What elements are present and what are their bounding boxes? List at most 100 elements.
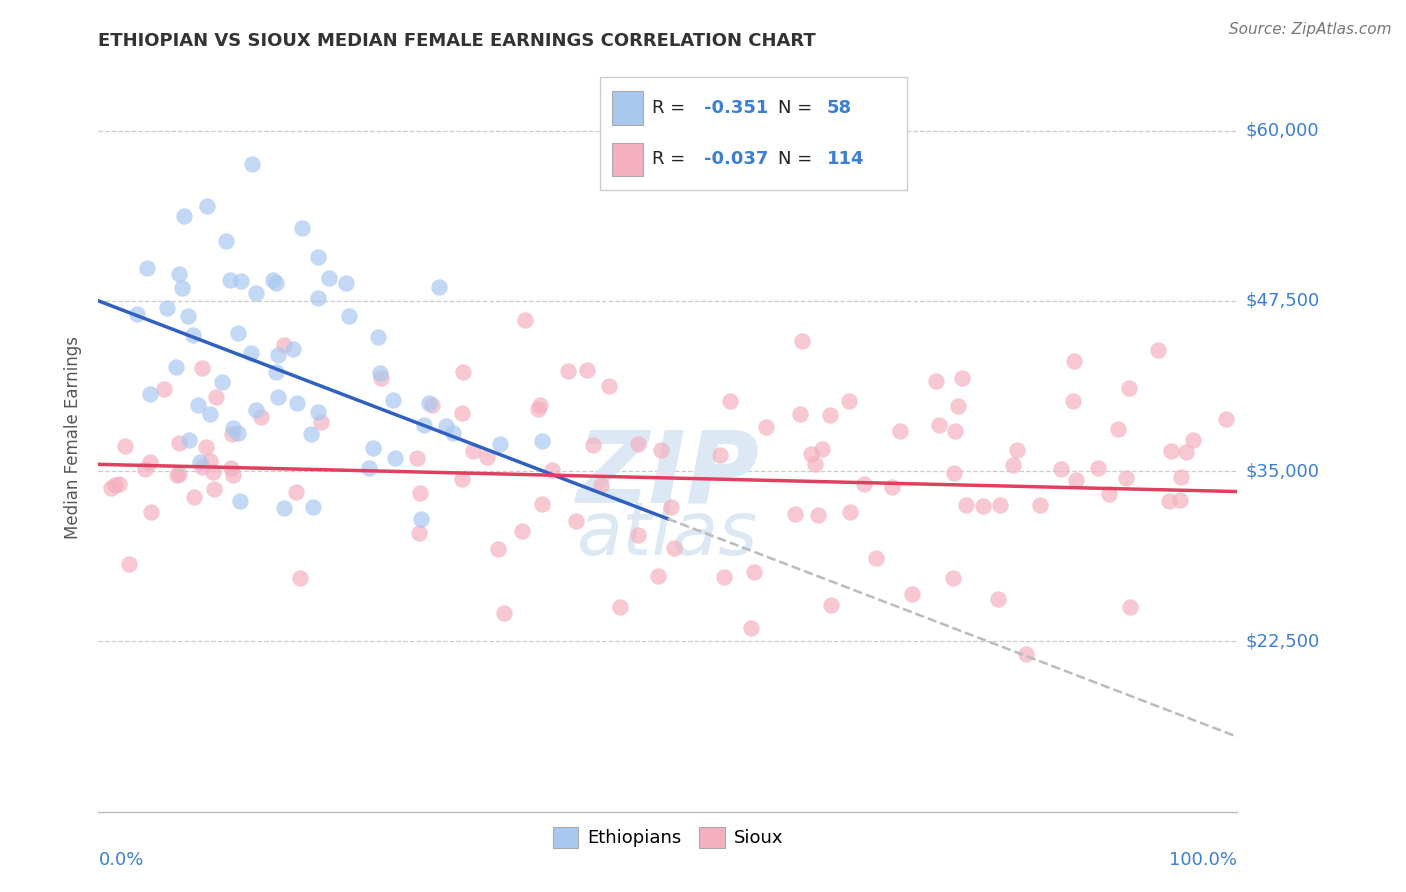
Point [229,494,252,508]
Point [942,467,965,481]
Point [169,436,191,450]
Point [250,410,273,425]
Point [307,292,329,306]
Point [290,571,312,585]
Point [222,467,245,482]
Point [541,463,564,477]
Point [1118,599,1140,614]
Point [451,365,474,379]
Point [245,286,267,301]
Point [202,482,225,496]
Point [530,434,553,449]
Point [924,374,946,388]
Text: ETHIOPIAN VS SIOUX MEDIAN FEMALE EARNINGS CORRELATION CHART: ETHIOPIAN VS SIOUX MEDIAN FEMALE EARNING… [98,32,815,50]
Point [889,424,911,438]
Point [291,221,314,235]
Point [1159,493,1181,508]
Point [273,338,295,352]
Point [627,436,650,450]
Point [357,460,380,475]
Point [198,454,221,468]
Point [510,524,533,538]
Point [370,371,392,385]
Point [461,443,484,458]
Point [266,277,288,291]
Point [1098,486,1121,500]
Point [450,472,472,486]
Point [307,250,329,264]
Point [1002,458,1025,472]
Point [987,592,1010,607]
Point [1064,473,1087,487]
Point [240,345,263,359]
Point [408,526,430,541]
Point [1182,433,1205,447]
Point [800,447,823,461]
Point [422,399,444,413]
Point [166,468,188,483]
Point [172,281,194,295]
Point [486,541,509,556]
Point [783,507,806,521]
Point [803,457,825,471]
Point [661,500,683,515]
Text: atlas: atlas [576,499,759,571]
Point [266,348,288,362]
Point [820,598,842,612]
Point [191,460,214,475]
Point [810,442,832,457]
Point [880,480,903,494]
Point [740,621,762,635]
Point [273,501,295,516]
Point [100,481,122,495]
Point [219,460,242,475]
Point [988,498,1011,512]
Point [565,514,588,528]
Point [266,390,288,404]
Point [165,359,187,374]
Point [807,508,830,522]
Text: 0.0%: 0.0% [98,851,143,869]
Point [650,443,672,458]
Point [609,600,631,615]
Point [229,274,252,288]
Point [434,419,457,434]
Point [194,440,217,454]
Point [153,383,176,397]
Point [1170,469,1192,483]
Point [418,395,440,409]
Point [381,393,404,408]
Point [1107,422,1129,436]
Point [709,448,731,462]
Point [134,461,156,475]
Point [179,433,201,447]
Point [226,326,249,341]
Point [853,476,876,491]
Point [901,586,924,600]
Point [662,541,685,555]
Point [191,361,214,376]
Point [245,403,267,417]
Point [865,550,887,565]
Point [156,301,179,315]
Point [221,427,243,442]
Point [307,405,329,419]
Point [183,490,205,504]
Point [475,450,498,464]
Point [205,390,228,404]
Point [136,260,159,275]
Text: $22,500: $22,500 [1246,632,1320,650]
Text: $47,500: $47,500 [1246,292,1320,310]
Legend: Ethiopians, Sioux: Ethiopians, Sioux [546,820,790,855]
Point [792,334,814,348]
Point [557,363,579,377]
Point [367,329,389,343]
Point [943,424,966,438]
Point [489,437,512,451]
Point [335,276,357,290]
Point [117,557,139,571]
Point [266,365,288,379]
Point [427,280,450,294]
Point [1007,442,1029,457]
Point [302,500,325,514]
